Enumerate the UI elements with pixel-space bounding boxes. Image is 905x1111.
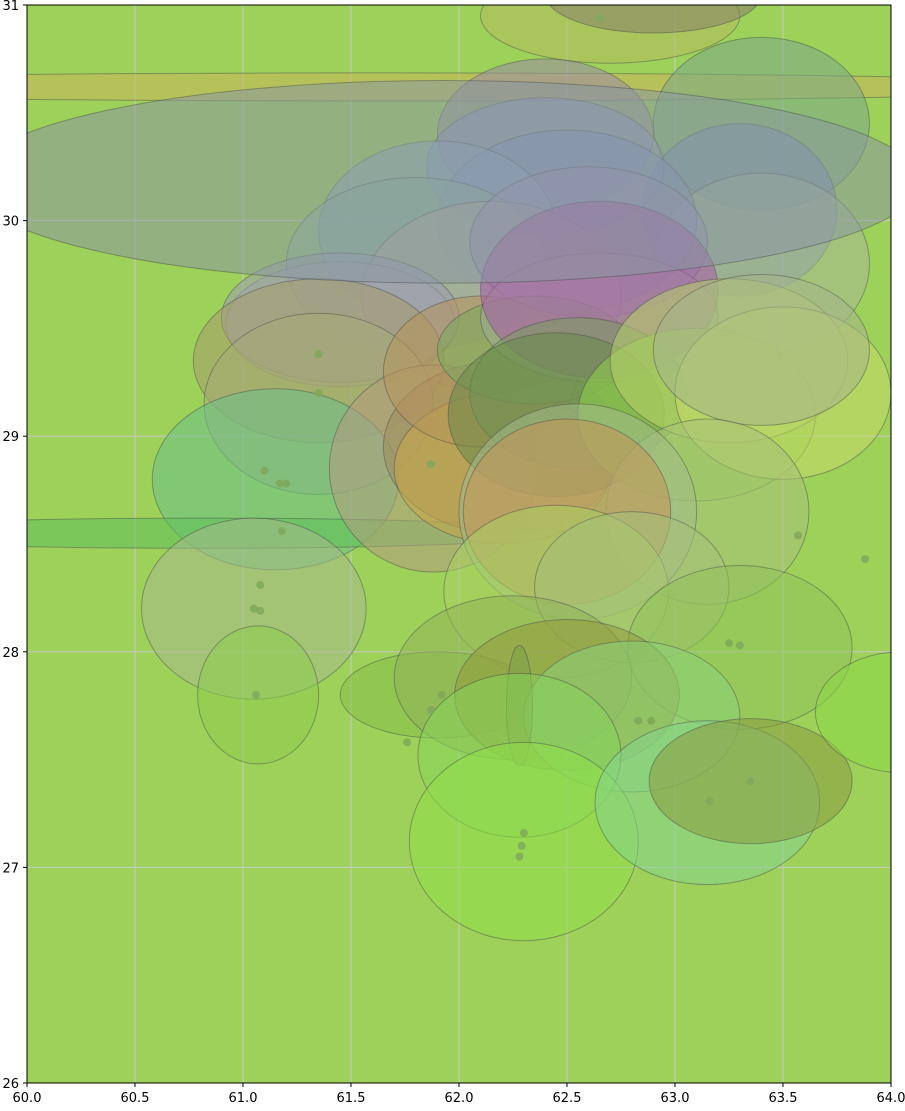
data-point	[519, 828, 528, 837]
data-point	[746, 777, 755, 786]
data-point	[403, 738, 412, 747]
chart-marks	[27, 5, 891, 942]
y-tick-label: 31	[2, 0, 19, 14]
data-point	[260, 466, 269, 475]
y-tick-label: 30	[2, 215, 19, 230]
data-point	[595, 13, 604, 22]
data-point	[437, 690, 446, 699]
x-tick-label: 63.5	[769, 1091, 798, 1106]
data-ellipse	[814, 651, 891, 773]
data-point	[647, 716, 656, 725]
data-point	[794, 531, 803, 540]
data-ellipse	[27, 79, 891, 284]
x-tick-label: 63.0	[661, 1091, 690, 1106]
data-point	[705, 796, 714, 805]
data-point	[314, 350, 323, 359]
x-tick-label: 62.5	[553, 1091, 582, 1106]
data-point	[256, 606, 265, 615]
data-point	[275, 479, 284, 488]
y-tick-label: 28	[2, 646, 19, 661]
data-point	[314, 389, 323, 398]
data-ellipse	[652, 274, 870, 426]
data-point	[735, 641, 744, 650]
x-tick-label: 62.0	[445, 1091, 474, 1106]
data-point	[515, 852, 524, 861]
y-tick-label: 26	[2, 1077, 19, 1092]
y-tick-label: 29	[2, 430, 19, 445]
x-tick-label: 61.0	[229, 1091, 258, 1106]
data-point	[725, 639, 733, 648]
x-tick-label: 61.5	[337, 1091, 366, 1106]
data-ellipse	[549, 5, 758, 34]
x-tick-label: 60.5	[121, 1091, 150, 1106]
data-point	[634, 716, 643, 725]
data-point	[282, 479, 291, 488]
data-point	[251, 690, 260, 699]
x-tick-label: 60.0	[13, 1091, 42, 1106]
data-point	[277, 527, 286, 536]
data-point	[517, 841, 526, 850]
y-tick-label: 27	[2, 861, 19, 876]
data-point	[249, 604, 258, 613]
data-point	[426, 706, 435, 715]
data-point	[861, 555, 870, 564]
x-tick-label: 64.0	[877, 1091, 905, 1106]
data-point	[426, 460, 435, 469]
data-point	[256, 580, 265, 589]
